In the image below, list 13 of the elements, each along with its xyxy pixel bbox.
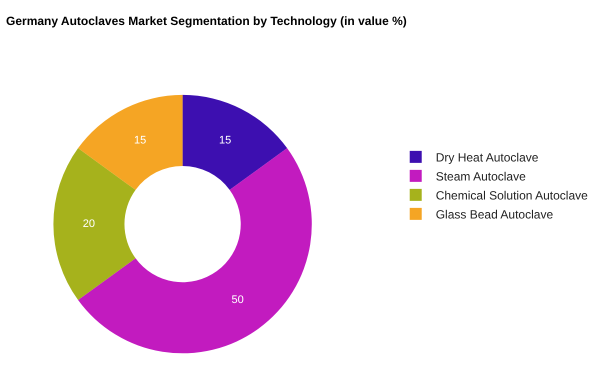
data-label: 50 bbox=[232, 294, 244, 306]
donut-slice bbox=[78, 94, 183, 190]
legend-label: Chemical Solution Autoclave bbox=[436, 188, 588, 203]
donut-slice bbox=[182, 94, 288, 190]
donut-slice bbox=[53, 148, 136, 300]
data-label: 15 bbox=[219, 134, 232, 147]
chart-title: Germany Autoclaves Market Segmentation by Technology (in value %) bbox=[6, 14, 407, 28]
data-label: 15 bbox=[134, 134, 146, 147]
legend-label: Dry Heat Autoclave bbox=[436, 150, 539, 165]
donut-slice bbox=[78, 148, 312, 354]
data-label: 20 bbox=[82, 218, 96, 230]
legend-label: Steam Autoclave bbox=[436, 170, 526, 184]
legend-label: Glass Bead Autoclave bbox=[436, 208, 554, 222]
